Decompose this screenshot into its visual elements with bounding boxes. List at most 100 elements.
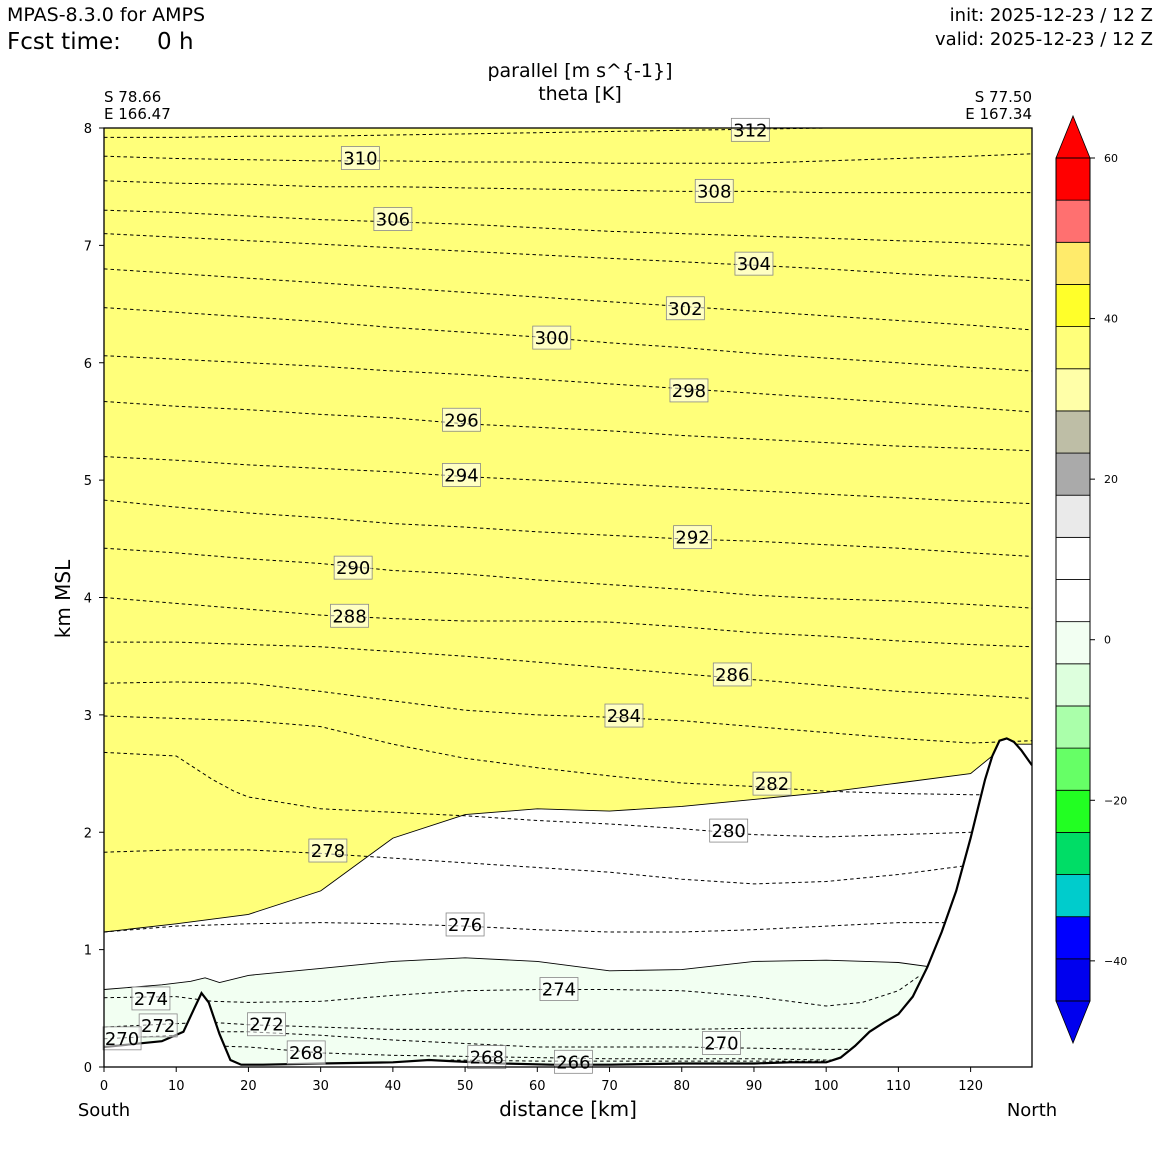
theta-contour-308 [104, 180, 1032, 194]
forecast-time-value: 0 h [157, 29, 194, 55]
theta-label-box [532, 325, 572, 350]
theta-label-274: 274 [539, 977, 579, 1001]
colorbar-tick-label: 20 [1104, 473, 1118, 486]
x-tick-label: 60 [529, 1079, 546, 1094]
theta-label-box [752, 771, 792, 796]
x-tick-label: 90 [746, 1079, 763, 1094]
y-tick-label: 5 [84, 474, 92, 489]
y-tick-label: 0 [84, 1061, 92, 1076]
theta-contour-306 [104, 209, 1032, 246]
theta-label-300: 300 [532, 325, 572, 350]
theta-label-text: 282 [755, 774, 789, 795]
y-tick-label: 7 [84, 239, 92, 254]
theta-contour-270 [104, 1031, 856, 1050]
theta-label-box [694, 178, 734, 203]
colorbar-segment [1055, 536, 1091, 580]
model-name: MPAS-8.3.0 for AMPS [7, 4, 206, 26]
theta-label-278: 278 [308, 838, 348, 863]
theta-label-276: 276 [445, 912, 485, 937]
theta-label-272: 272 [138, 1013, 178, 1038]
theta-label-302: 302 [665, 296, 705, 321]
x-tick-label: 30 [312, 1079, 329, 1094]
north-label: North [1006, 1100, 1058, 1121]
theta-label-box [442, 407, 481, 432]
theta-label-268: 268 [467, 1045, 507, 1070]
theta-label-text: 290 [336, 558, 370, 579]
y-tick-label: 1 [84, 944, 92, 959]
terrain-line [104, 737, 1032, 1066]
y-tick-label: 2 [84, 826, 92, 841]
colorbar-segment [1055, 199, 1091, 243]
x-tick-label: 50 [457, 1079, 474, 1094]
theta-label-310: 310 [340, 146, 380, 170]
colorbar-segment [1055, 663, 1091, 707]
theta-label-text: 266 [556, 1052, 590, 1073]
theta-contour-288 [104, 597, 1032, 648]
theta-label-box [709, 818, 749, 843]
theta-label-text: 276 [448, 915, 482, 936]
theta-label-box [373, 207, 413, 231]
theta-label-text: 272 [249, 1015, 283, 1036]
theta-label-268: 268 [286, 1040, 326, 1065]
theta-label-text: 300 [535, 328, 569, 349]
x-axis-label: distance [km] [499, 1097, 637, 1121]
theta-label-292: 292 [673, 525, 712, 550]
theta-label-286: 286 [712, 662, 752, 687]
colorbar-tick-label: 40 [1104, 313, 1118, 326]
x-tick-label: 110 [886, 1079, 911, 1094]
theta-label-box [445, 912, 485, 937]
theta-label-text: 310 [343, 149, 377, 170]
theta-label-box [102, 1026, 142, 1051]
colorbar-tick-label: 0 [1104, 634, 1111, 647]
theta-label-288: 288 [330, 603, 369, 628]
colorbar-segment [1055, 958, 1091, 1002]
theta-contour-274 [104, 974, 921, 1007]
theta-label-304: 304 [734, 251, 774, 276]
theta-label-text: 280 [712, 821, 746, 842]
forecast-time-label: Fcst time: [7, 29, 121, 55]
theta-contour-280 [104, 751, 986, 838]
south-label: South [77, 1100, 131, 1121]
theta-label-text: 292 [675, 528, 709, 549]
theta-label-box [604, 703, 644, 728]
colorbar-segment [1055, 284, 1091, 328]
theta-label-text: 268 [289, 1043, 323, 1064]
colorbar-segment [1055, 368, 1091, 412]
theta-label-text: 306 [376, 210, 410, 231]
theta-label-text: 302 [668, 299, 702, 320]
start-lat: S 78.66 [104, 88, 162, 106]
theta-contour-276 [104, 922, 949, 933]
theta-label-270: 270 [702, 1031, 741, 1055]
theta-contour-294 [104, 456, 1032, 505]
x-tick-label: 80 [673, 1079, 690, 1094]
theta-contour-312 [104, 128, 1032, 138]
colorbar-segment [1055, 579, 1091, 623]
theta-label-text: 294 [444, 465, 478, 486]
theta-label-box [308, 838, 348, 863]
theta-label-274: 274 [131, 986, 171, 1011]
x-tick-label: 40 [385, 1079, 402, 1094]
theta-label-box [247, 1012, 286, 1037]
x-tick-label: 10 [168, 1079, 185, 1094]
theta-contour-304 [104, 233, 1032, 282]
theta-label-text: 312 [733, 120, 767, 141]
colorbar-segment [1055, 241, 1091, 285]
colorbar-frame [1055, 157, 1091, 1002]
colorbar-segment [1055, 874, 1091, 918]
theta-contour-298 [104, 355, 1032, 413]
theta-label-text: 274 [134, 989, 168, 1010]
colorbar-min-extend [1055, 1000, 1091, 1045]
theta-label-306: 306 [373, 207, 413, 231]
theta-label-280: 280 [709, 818, 749, 843]
theta-label-box [330, 603, 369, 628]
theta-label-text: 308 [697, 181, 731, 202]
x-tick-label: 0 [100, 1079, 108, 1094]
y-tick-label: 8 [84, 122, 92, 137]
theta-label-text: 278 [311, 841, 345, 862]
x-tick-label: 100 [814, 1079, 839, 1094]
colorbar-segment [1055, 705, 1091, 749]
x-tick-label: 20 [240, 1079, 257, 1094]
theta-label-text: 304 [737, 254, 771, 275]
colorbar-segment [1055, 916, 1091, 960]
theta-label-box [734, 251, 774, 276]
